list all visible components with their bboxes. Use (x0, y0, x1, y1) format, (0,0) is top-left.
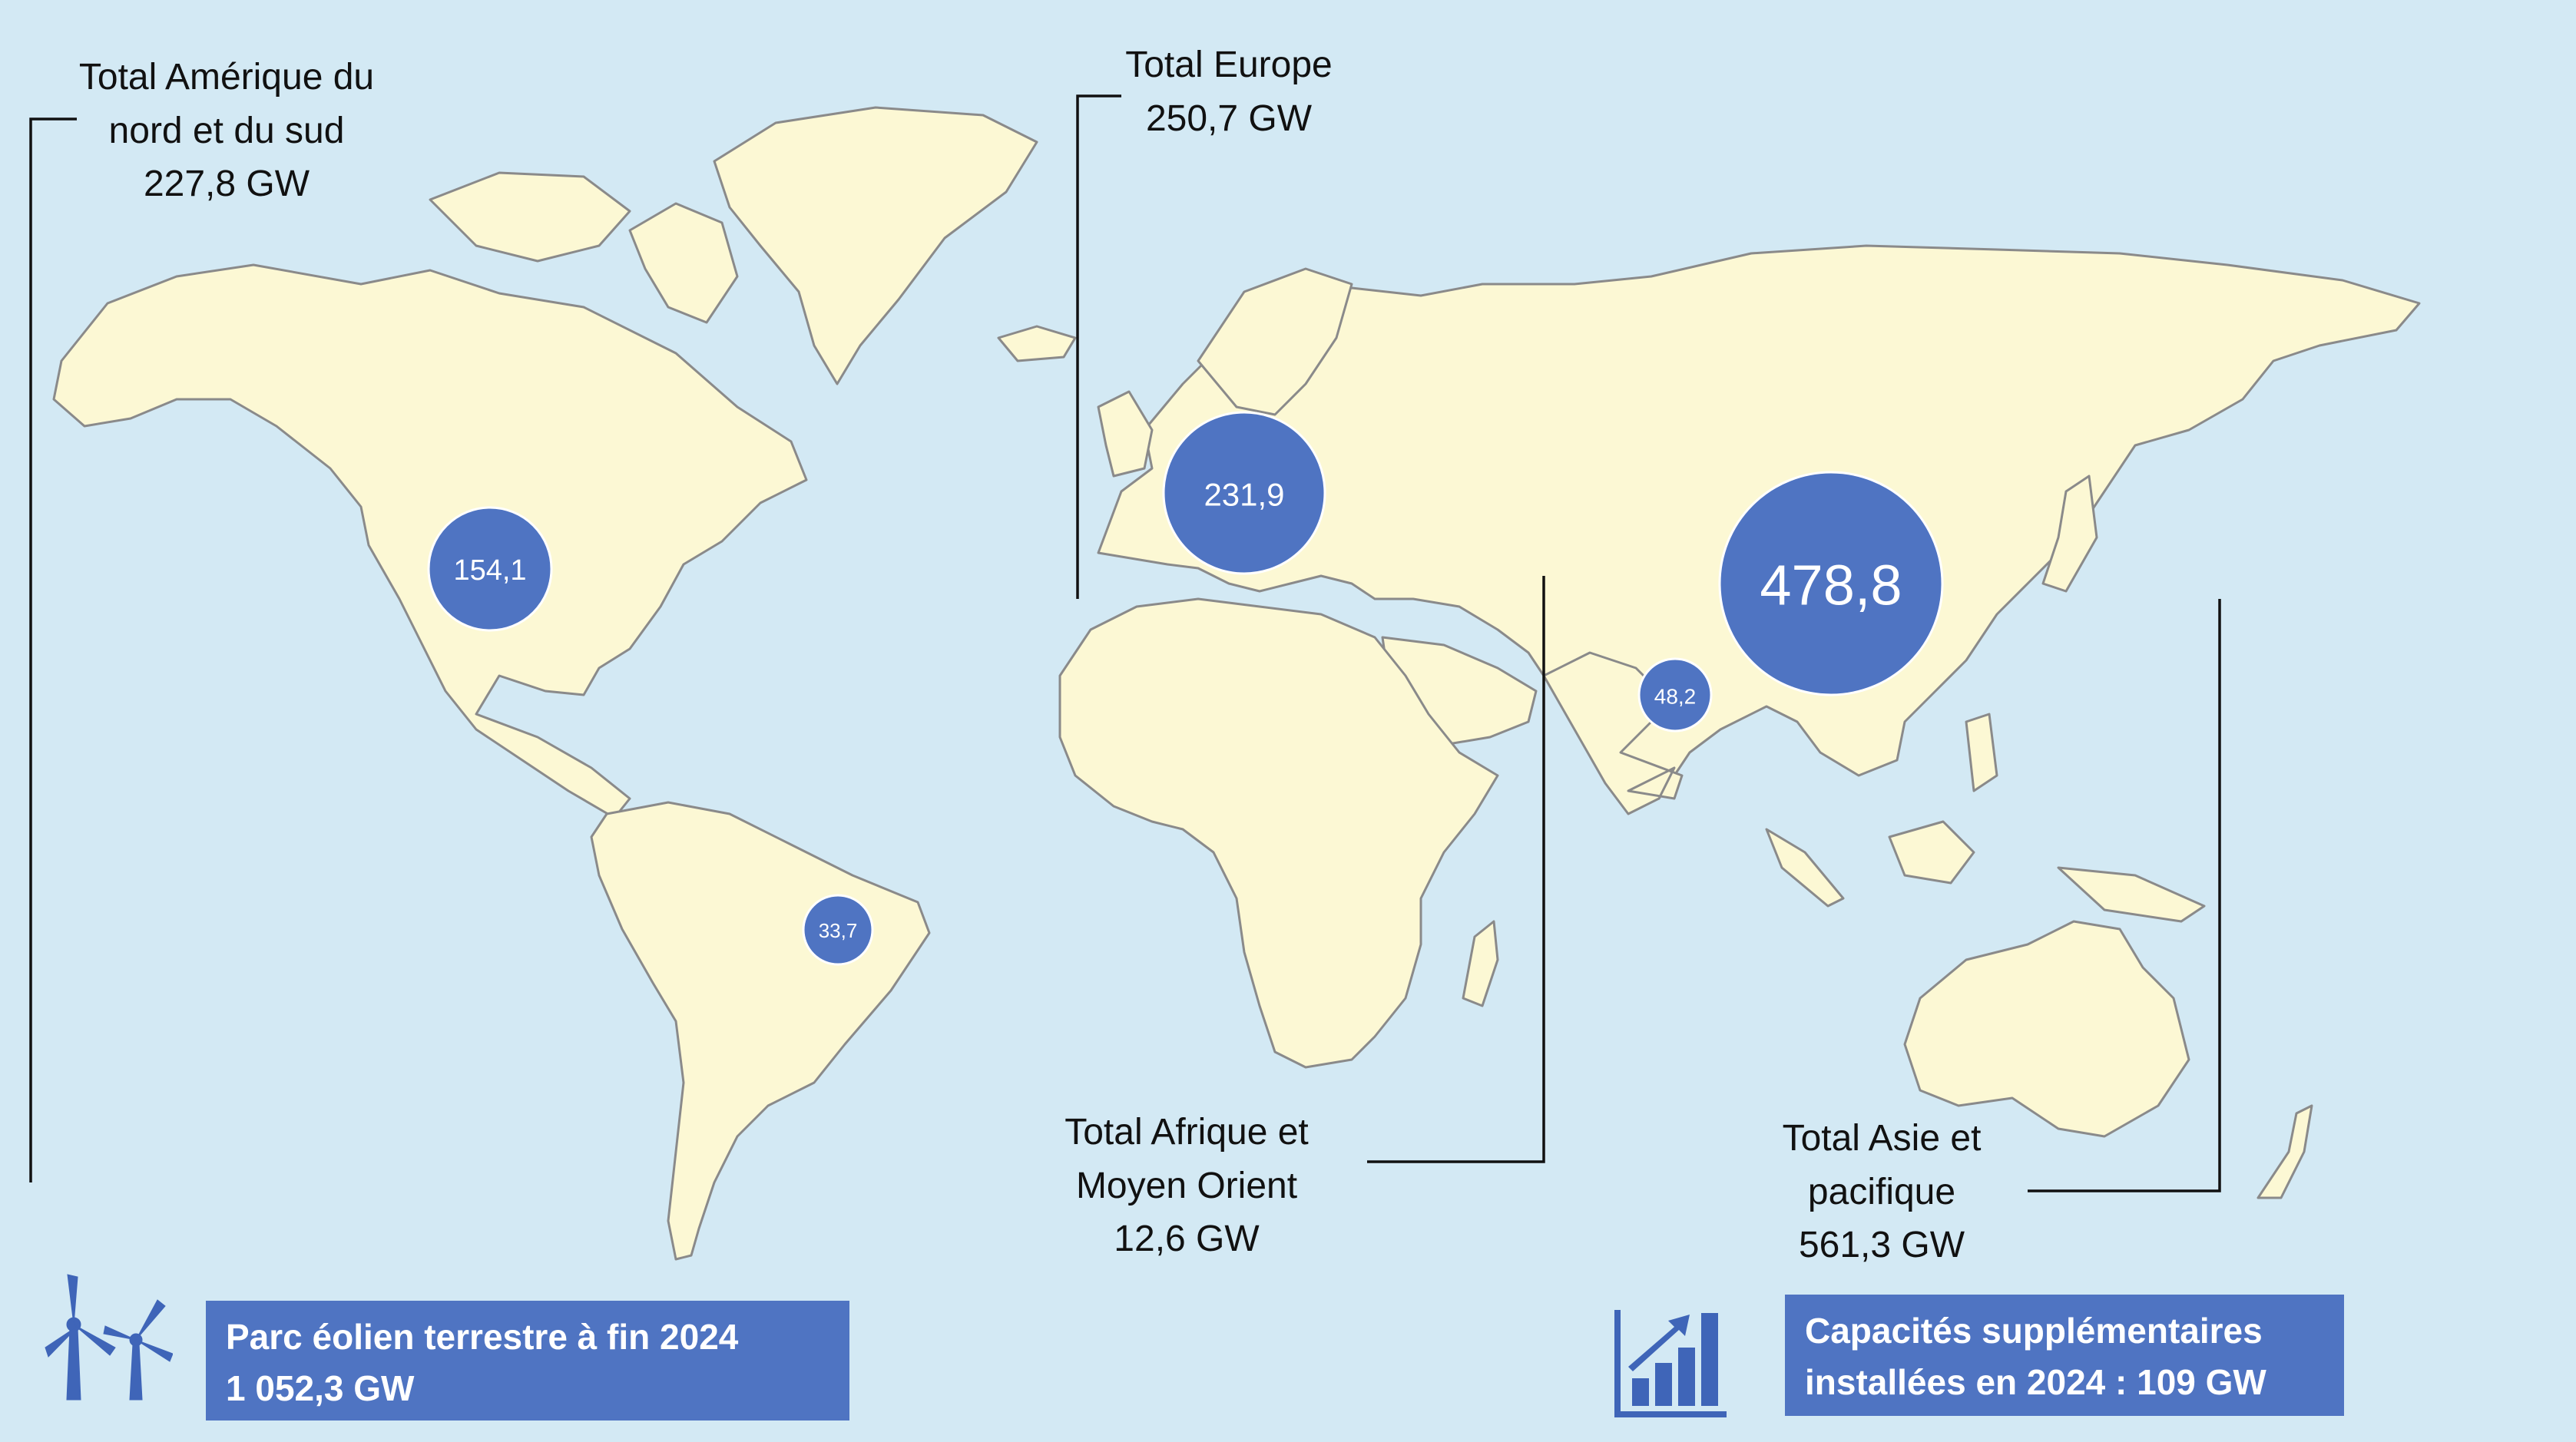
australia (1903, 920, 2190, 1138)
bubble-europe-label: 231,9 (1204, 477, 1284, 513)
region-label-americas: Total Amérique du nord et du sud 227,8 G… (73, 51, 380, 211)
indonesia-borneo (1888, 820, 1975, 885)
onshore-capacity-title: Parc éolien terrestre à fin 2024 (226, 1317, 739, 1357)
region-label-asia-pacific: Total Asie et pacifique 561,3 GW (1743, 1112, 2020, 1272)
japan (2041, 475, 2098, 593)
bubble-china-label: 478,8 (1760, 554, 1902, 617)
bubble-brazil (802, 894, 874, 966)
asia-pacific-title-line2: pacifique (1807, 1171, 1956, 1212)
north-america-landmass (52, 263, 808, 819)
leader-line-asia-pacific (2028, 599, 2221, 1192)
baffin-island (628, 202, 739, 324)
americas-title-line1: Total Amérique du (78, 57, 375, 98)
scandinavia (1197, 267, 1353, 416)
new-zealand (2256, 1104, 2313, 1199)
added-capacity-title: Capacités supplémentaires (1805, 1311, 2263, 1351)
bubble-brazil-label: 33,7 (819, 919, 858, 942)
added-capacity-box: Capacités supplémentaires installées en … (1785, 1295, 2344, 1416)
leader-line-africa-me (1367, 576, 1545, 1163)
greenland (713, 106, 1038, 385)
british-isles (1097, 390, 1154, 478)
asia-pacific-title-line1: Total Asie et (1782, 1118, 1982, 1159)
bubble-india-label: 48,2 (1654, 685, 1697, 709)
bubble-china (1718, 471, 1944, 696)
indonesia-sumatra (1765, 828, 1845, 908)
philippines (1965, 713, 1998, 792)
arctic-islands (429, 171, 631, 263)
leader-line-americas (29, 117, 77, 1182)
onshore-capacity-box: Parc éolien terrestre à fin 2024 1 052,3… (206, 1301, 849, 1421)
bubble-usa (427, 506, 553, 632)
bubble-usa-label: 154,1 (453, 554, 526, 587)
asia-pacific-total: 561,3 GW (1798, 1225, 1965, 1266)
madagascar (1462, 920, 1499, 1007)
new-guinea (2057, 866, 2206, 923)
africa-landmass (1058, 597, 1499, 1069)
americas-title-line2: nord et du sud (108, 110, 345, 151)
region-label-europe: Total Europe 250,7 GW (1106, 38, 1352, 145)
bubble-europe (1162, 411, 1326, 575)
region-label-africa-me: Total Afrique et Moyen Orient 12,6 GW (1021, 1106, 1352, 1266)
africa-me-title-line2: Moyen Orient (1075, 1165, 1298, 1206)
africa-me-title-line1: Total Afrique et (1065, 1112, 1309, 1153)
added-capacity-value: installées en 2024 : 109 GW (1805, 1361, 2266, 1402)
africa-me-total: 12,6 GW (1114, 1219, 1260, 1260)
bubble-india (1637, 657, 1713, 733)
growth-bar-chart-icon (1614, 1310, 1727, 1417)
europe-total: 250,7 GW (1145, 98, 1313, 139)
iceland (997, 325, 1077, 362)
leader-line-europe (1076, 94, 1121, 599)
americas-total: 227,8 GW (143, 164, 310, 205)
wind-turbines-icon (45, 1274, 173, 1401)
onshore-capacity-value: 1 052,3 GW (226, 1368, 415, 1408)
europe-title: Total Europe (1125, 45, 1333, 85)
